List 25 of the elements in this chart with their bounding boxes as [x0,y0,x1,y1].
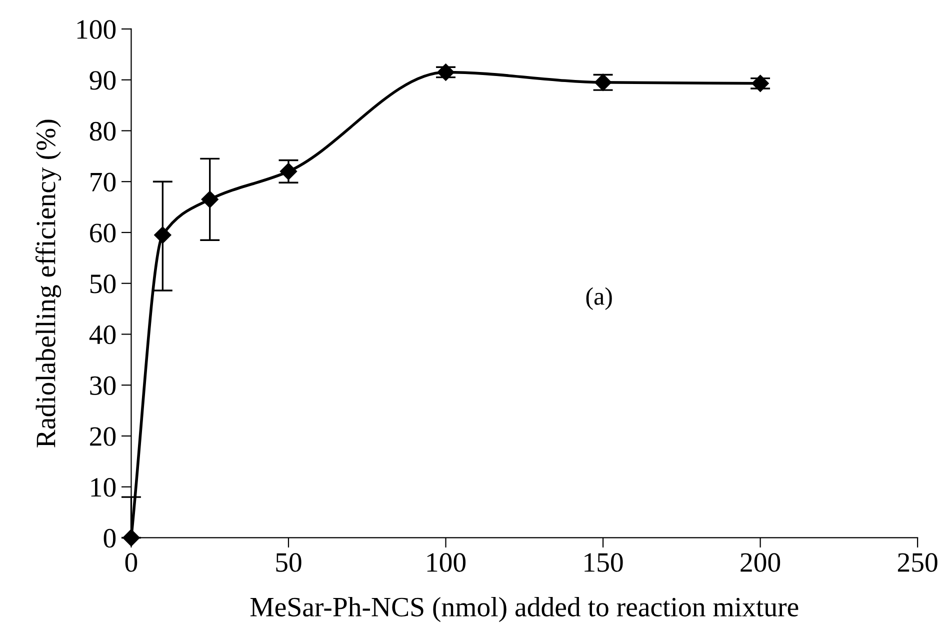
y-tick-label: 90 [90,71,116,90]
y-tick-label: 40 [89,325,116,344]
y-tick-label: 10 [91,478,116,497]
point [437,64,454,81]
x-tick-label: 50 [276,553,302,572]
x-tick-label: 0 [125,553,138,572]
x-tick-label: 150 [584,553,623,572]
y-tick-label: 60 [90,224,116,242]
point [752,74,769,92]
y-tick-label: 80 [90,122,116,141]
y-axis-title: Radiolabelling efficiency (%) [36,120,62,448]
x-tick-label: 100 [427,553,466,572]
point [201,190,218,208]
y-tick-label: 100 [77,20,116,39]
y-tick-label: 20 [90,427,116,446]
x-tick-label: 250 [898,553,938,572]
y-tick-label: 70 [90,172,116,192]
point [280,162,298,180]
x-axis-title: MeSar-Ph-NCS (nmol) added to reaction mixture [250,596,798,622]
y-tick-label: 0 [104,528,116,548]
y-tick-label: 30 [90,376,116,396]
y-tick-label: 50 [90,274,116,294]
annotation: (a) [586,287,612,310]
point [154,226,172,244]
x-tick-label: 200 [740,553,780,572]
